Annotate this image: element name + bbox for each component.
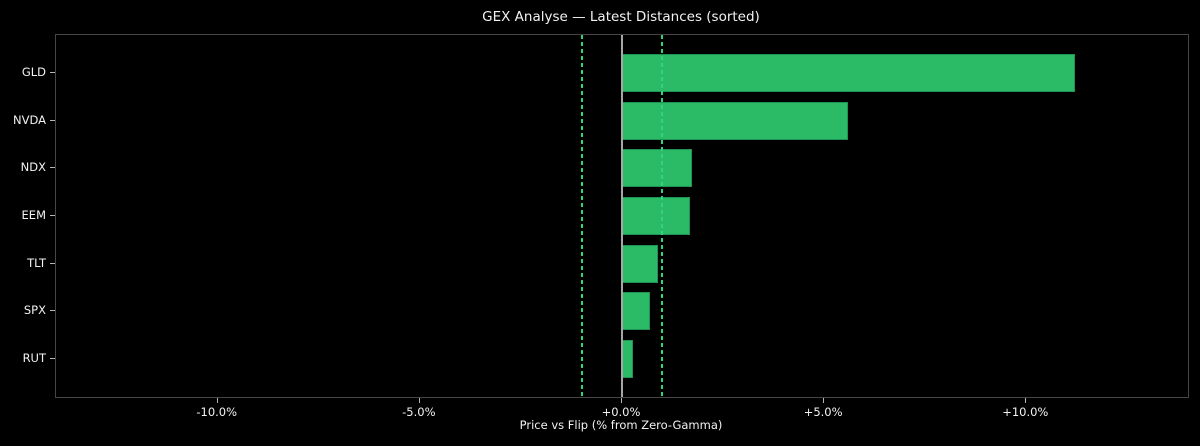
- y-tick-label: RUT: [22, 350, 46, 365]
- bar-gld: [622, 54, 1075, 93]
- bar-rut: [622, 339, 633, 378]
- y-tick-mark: [50, 167, 55, 169]
- chart-title: GEX Analyse — Latest Distances (sorted): [482, 9, 760, 25]
- plot-area: [55, 34, 1189, 398]
- y-tick-mark: [50, 72, 55, 74]
- x-tick-mark: [823, 398, 825, 403]
- x-tick-label: +10.0%: [1002, 405, 1049, 419]
- y-tick-label: NVDA: [13, 112, 46, 127]
- y-tick-label: TLT: [27, 255, 46, 270]
- reference-line-dashed: [580, 35, 583, 397]
- x-tick-label: +0.0%: [601, 405, 641, 419]
- y-tick-label: GLD: [21, 65, 46, 80]
- reference-line-zero: [621, 35, 623, 397]
- y-tick-label: EEM: [21, 208, 46, 222]
- x-axis-label: Price vs Flip (% from Zero-Gamma): [519, 418, 723, 432]
- x-tick-mark: [621, 398, 622, 403]
- bar-eem: [622, 196, 690, 236]
- bar-tlt: [622, 244, 658, 283]
- y-tick-mark: [50, 262, 55, 264]
- y-tick-mark: [50, 119, 55, 121]
- y-tick-mark: [50, 310, 55, 312]
- bar-spx: [622, 292, 651, 331]
- y-tick-label: SPX: [23, 303, 46, 318]
- reference-line-dashed: [661, 35, 664, 397]
- y-tick-label: NDX: [20, 160, 46, 175]
- x-tick-label: -5.0%: [402, 405, 436, 419]
- x-tick-label: -10.0%: [196, 405, 238, 419]
- y-tick-mark: [50, 357, 55, 359]
- x-tick-mark: [1025, 398, 1027, 403]
- y-tick-mark: [50, 215, 55, 216]
- bar-nvda: [622, 101, 849, 140]
- bar-ndx: [622, 149, 692, 188]
- x-tick-label: +5.0%: [803, 405, 843, 419]
- x-tick-mark: [418, 398, 420, 403]
- x-tick-mark: [216, 398, 218, 403]
